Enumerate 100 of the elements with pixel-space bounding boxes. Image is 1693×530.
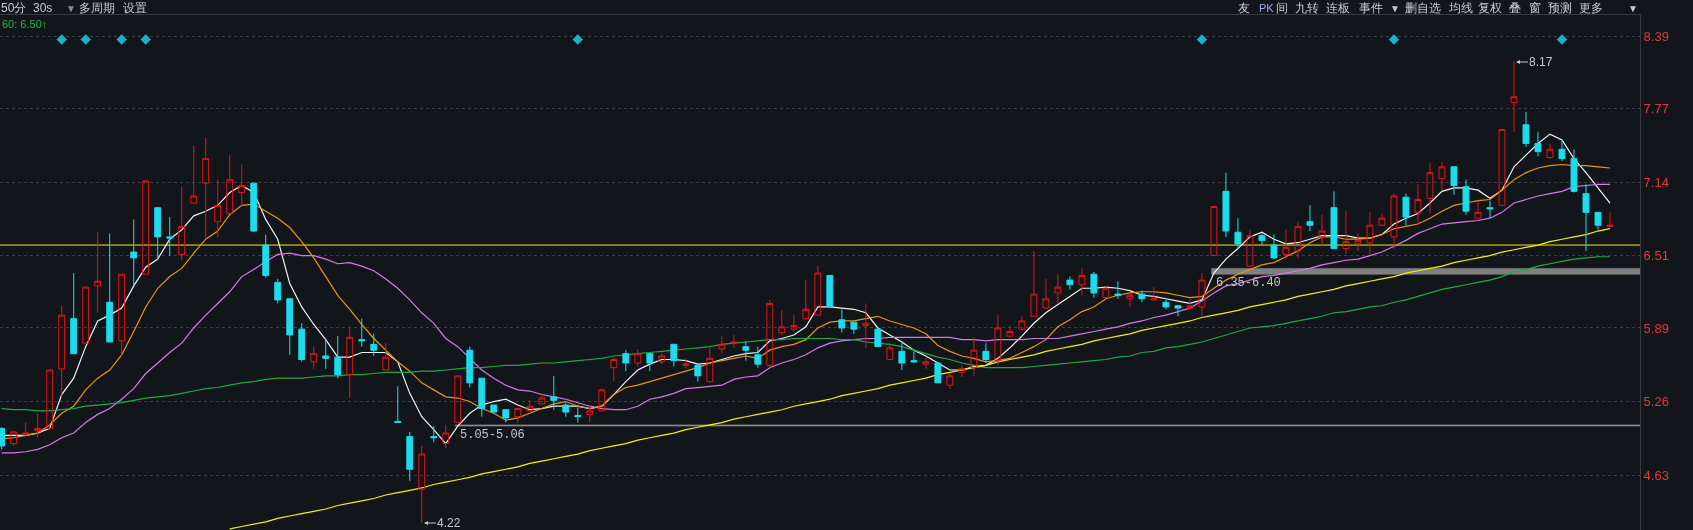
candlestick [1330, 190, 1338, 250]
candlestick [1546, 142, 1554, 160]
text: 50分 [1, 1, 27, 15]
band-label: 5.05-5.06 [460, 428, 525, 442]
candlestick [46, 369, 54, 431]
candlestick [1366, 211, 1374, 255]
candlestick [382, 342, 390, 371]
candlestick [1078, 267, 1086, 296]
candlestick [658, 351, 666, 365]
candlestick [1054, 273, 1062, 304]
candlestick [946, 373, 954, 390]
candlestick [1162, 299, 1170, 310]
candlestick [838, 308, 846, 334]
candlestick [1522, 111, 1530, 148]
annotation: 60: 6.50↑ [2, 18, 48, 30]
candlestick [82, 286, 90, 344]
candlestick [1438, 161, 1446, 191]
candlestick [478, 377, 486, 418]
candlestick [442, 424, 450, 449]
candlestick [922, 357, 930, 370]
candlestick [850, 321, 858, 335]
candlestick [1402, 193, 1410, 226]
candlestick [1390, 193, 1398, 250]
candlestick [958, 364, 966, 378]
text: ▼ [1390, 3, 1400, 14]
candlestick [994, 314, 1002, 366]
text: 间 [1276, 1, 1288, 15]
candlestick [886, 342, 894, 360]
candlestick [646, 353, 654, 372]
candlestick [538, 392, 546, 405]
candlestick [1318, 214, 1326, 247]
candlestick [1498, 128, 1506, 206]
candlestick [418, 445, 426, 524]
text: 多周期 [79, 1, 115, 15]
candlestick [1138, 290, 1146, 303]
candlestick [58, 305, 66, 398]
candlestick [1474, 200, 1482, 219]
candlestick [1042, 278, 1050, 309]
candlestick [1426, 162, 1434, 215]
candlestick [394, 385, 402, 424]
text: 均线 [1448, 1, 1473, 15]
candlestick [790, 314, 798, 332]
candlestick [262, 234, 270, 279]
candlestick [1414, 183, 1422, 225]
candlestick [190, 145, 198, 204]
text: 复权 [1478, 1, 1502, 15]
candlestick [1270, 234, 1278, 260]
candlestick [214, 179, 222, 238]
candlestick [1342, 210, 1350, 255]
text: 九转 [1295, 1, 1319, 15]
candlestick [1066, 276, 1074, 290]
candlestick [370, 333, 378, 357]
candlestick [874, 328, 882, 348]
candlestick [1186, 298, 1194, 309]
candlestick [526, 399, 534, 412]
candlestick [766, 299, 774, 369]
text: 窗 [1529, 1, 1541, 15]
candlestick [166, 216, 174, 257]
candlestick [1378, 213, 1386, 226]
candlestick [178, 186, 186, 261]
candlestick [1258, 232, 1266, 246]
candlestick [1570, 148, 1578, 194]
candlestick [670, 343, 678, 368]
candlestick [550, 375, 558, 411]
candlestick [0, 426, 6, 450]
candlestick [250, 182, 258, 233]
candlestick [1282, 229, 1290, 260]
candlestick [1450, 166, 1458, 196]
candlestick [1294, 221, 1302, 259]
candlestick [1210, 206, 1218, 257]
y-tick-label: 5.26 [1643, 394, 1669, 410]
candlestick [1090, 271, 1098, 299]
y-tick-label: 6.51 [1643, 248, 1669, 264]
candlestick [274, 278, 282, 304]
candlestick [346, 327, 354, 399]
candlestick [238, 163, 246, 208]
candlestick [1246, 229, 1254, 267]
candlestick [406, 431, 414, 482]
candlestick [586, 405, 594, 424]
candlestick [1594, 211, 1602, 231]
candlestick [1354, 232, 1362, 252]
y-tick-label: 7.14 [1643, 174, 1669, 190]
candlestick [1018, 315, 1026, 331]
candlestick [1114, 280, 1122, 300]
candlestick [1534, 131, 1542, 157]
candlestick [130, 218, 138, 287]
candlestick [1198, 272, 1206, 317]
candlestick [1582, 183, 1590, 252]
candlestick [1222, 172, 1230, 238]
candlestick [694, 364, 702, 383]
candlestick [34, 412, 42, 439]
candlestick [1234, 217, 1242, 250]
text: 友 [1238, 1, 1250, 15]
candlestick [1126, 291, 1134, 308]
text: 更多 [1579, 1, 1603, 15]
candlestick [862, 302, 870, 349]
text: 30s [33, 1, 53, 15]
candlestick [154, 207, 162, 261]
candlestick [118, 273, 126, 357]
candlestick [778, 309, 786, 336]
